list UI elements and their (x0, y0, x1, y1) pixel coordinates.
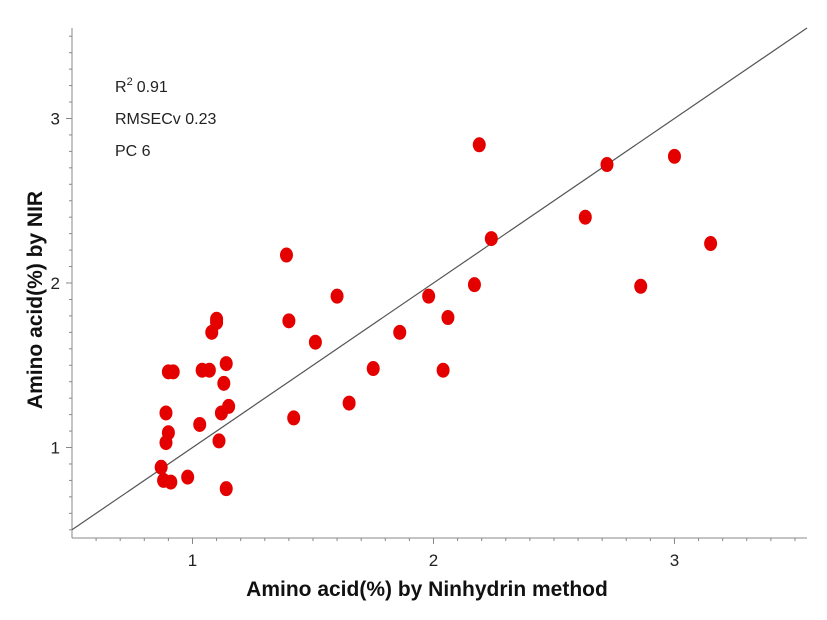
data-point (436, 362, 450, 378)
data-point (217, 375, 231, 391)
data-point (222, 398, 236, 414)
data-point (202, 362, 216, 378)
y-axis-title: Amino acid(%) by NIR (24, 191, 47, 409)
x-tick-label: 2 (429, 551, 438, 570)
data-point (308, 334, 322, 350)
y-tick-label: 3 (51, 109, 60, 128)
data-points (154, 137, 718, 497)
data-point (578, 209, 592, 225)
data-point (282, 313, 296, 329)
data-point (279, 247, 293, 263)
pc-stat: PC 6 (115, 143, 151, 160)
x-tick-label: 1 (188, 551, 197, 570)
data-point (366, 361, 380, 377)
x-axis-title: Amino acid(%) by Ninhydrin method (246, 578, 608, 601)
data-point (330, 288, 344, 304)
axes (66, 28, 807, 544)
data-point (600, 157, 614, 173)
data-point (393, 324, 407, 340)
data-point (219, 481, 233, 497)
data-point (634, 278, 648, 294)
data-point (704, 236, 718, 252)
tick-labels: 1 2 3 1 2 3 (51, 109, 680, 570)
data-point (287, 410, 301, 426)
data-point (181, 469, 195, 485)
data-point (484, 231, 498, 247)
data-point (467, 277, 481, 293)
data-point (212, 433, 226, 449)
reference-line (71, 27, 808, 531)
data-point (166, 364, 180, 380)
data-point (422, 288, 436, 304)
y-tick-label: 1 (51, 439, 60, 458)
data-point (193, 416, 207, 432)
x-tick-label: 3 (670, 551, 679, 570)
y-tick-label: 2 (51, 274, 60, 293)
data-point (667, 148, 681, 164)
data-point (159, 405, 173, 421)
data-point (219, 356, 233, 372)
data-point (210, 311, 224, 327)
data-point (342, 395, 356, 411)
identity-line (71, 27, 808, 531)
data-point (161, 425, 175, 441)
r2-stat: R2 0.91 (115, 76, 168, 96)
rmsecv-stat: RMSECv 0.23 (115, 111, 216, 128)
data-point (154, 459, 168, 475)
data-point (441, 310, 455, 326)
data-point (164, 474, 178, 490)
data-point (472, 137, 486, 153)
